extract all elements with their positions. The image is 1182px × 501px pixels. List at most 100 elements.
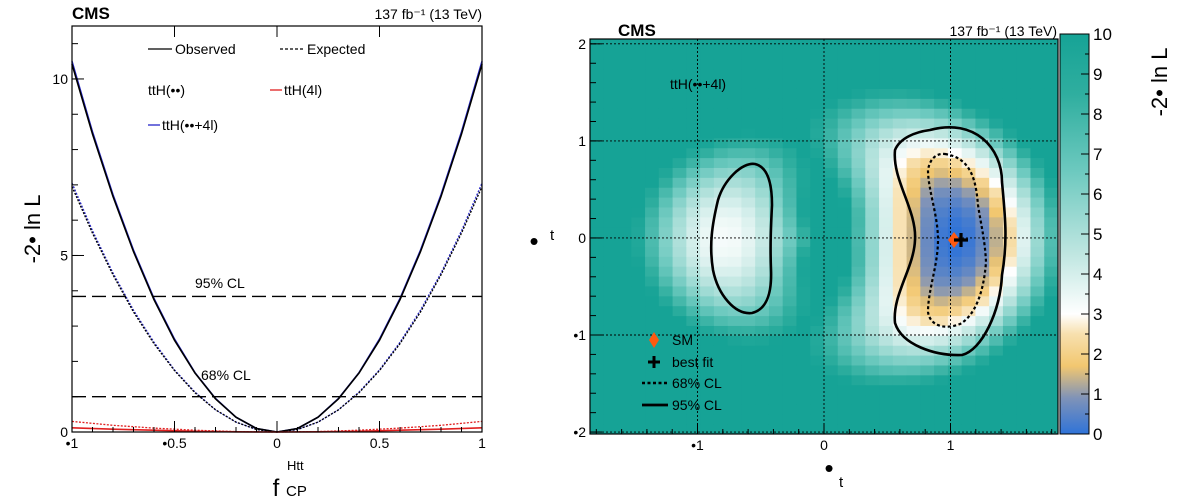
heatmap-cell: [645, 167, 660, 178]
heatmap-cell: [810, 206, 825, 218]
heatmap-cell: [590, 295, 605, 307]
heatmap-cell: [631, 177, 646, 188]
heatmap-cell: [617, 295, 632, 307]
heatmap-cell: [603, 48, 619, 60]
heatmap-cell: [810, 414, 825, 425]
heatmap-cell: [920, 137, 935, 149]
heatmap-cell: [851, 216, 866, 228]
left-experiment-label: CMS: [72, 4, 110, 23]
heatmap-cell: [741, 108, 756, 119]
heatmap-cell: [727, 206, 743, 218]
heatmap-cell: [768, 177, 784, 188]
heatmap-cell: [947, 276, 963, 287]
heatmap-cell: [961, 384, 977, 396]
heatmap-cell: [590, 355, 605, 366]
heatmap-cell: [768, 256, 784, 267]
heatmap-cell: [1016, 345, 1032, 356]
heatmap-cell: [645, 137, 660, 149]
heatmap-cell: [810, 424, 825, 434]
heatmap-cell: [824, 305, 839, 317]
heatmap-cell: [768, 167, 784, 178]
heatmap-cell: [961, 355, 977, 366]
heatmap-cell: [837, 374, 853, 386]
heatmap-cell: [700, 345, 715, 356]
heatmap-cell: [700, 236, 715, 247]
heatmap-cell: [906, 266, 921, 277]
heatmap-cell: [755, 108, 770, 119]
heatmap-cell: [865, 226, 880, 238]
heatmap-cell: [672, 88, 687, 99]
heatmap-cell: [837, 78, 853, 89]
heatmap-cell: [1030, 256, 1045, 267]
heatmap-cell: [741, 246, 756, 257]
heatmap-cell: [961, 305, 977, 317]
heatmap-cell: [796, 108, 811, 119]
heatmap-cell: [631, 285, 646, 297]
heatmap-cell: [906, 98, 921, 109]
heatmap-cell: [1030, 374, 1045, 386]
heatmap-cell: [892, 414, 908, 425]
heatmap-cell: [989, 108, 1004, 119]
heatmap-cell: [603, 266, 619, 277]
heatmap-cell: [851, 325, 866, 336]
heatmap-cell: [1044, 305, 1058, 317]
heatmap-cell: [1044, 325, 1058, 336]
heatmap-cell: [961, 177, 977, 188]
heatmap-cell: [741, 39, 756, 50]
heatmap-cell: [975, 88, 990, 99]
heatmap-cell: [1030, 48, 1045, 60]
heatmap-cell: [631, 315, 646, 326]
heatmap-cell: [989, 187, 1004, 198]
heatmap-cell: [851, 226, 866, 238]
heatmap-cell: [617, 364, 632, 376]
heatmap-cell: [617, 127, 632, 139]
heatmap-cell: [934, 325, 949, 336]
heatmap-cell: [920, 197, 935, 208]
heatmap-cell: [727, 315, 743, 326]
heatmap-cell: [906, 78, 921, 89]
heatmap-cell: [700, 187, 715, 198]
heatmap-cell: [782, 118, 798, 129]
heatmap-cell: [672, 187, 687, 198]
heatmap-cell: [824, 88, 839, 99]
heatmap-cell: [590, 424, 605, 434]
heatmap-cell: [837, 167, 853, 178]
heatmap-cell: [741, 374, 756, 386]
heatmap-cell: [658, 197, 674, 208]
heatmap-cell: [989, 246, 1004, 257]
heatmap-cell: [947, 394, 963, 405]
heatmap-cell: [1002, 127, 1018, 139]
heatmap-cell: [631, 364, 646, 376]
heatmap-cell: [920, 335, 935, 346]
heatmap-cell: [741, 276, 756, 287]
heatmap-cell: [713, 345, 729, 356]
heatmap-cell: [631, 384, 646, 396]
heatmap-cell: [837, 216, 853, 228]
right-y-axis-title-main: •: [529, 226, 538, 256]
heatmap-cell: [727, 266, 743, 277]
heatmap-cell: [920, 206, 935, 218]
heatmap-cell: [768, 355, 784, 366]
heatmap-cell: [672, 414, 687, 425]
heatmap-cell: [590, 58, 605, 70]
heatmap-cell: [975, 384, 990, 396]
heatmap-cell: [713, 315, 729, 326]
heatmap-cell: [851, 177, 866, 188]
heatmap-cell: [741, 118, 756, 129]
heatmap-cell: [741, 384, 756, 396]
heatmap-cell: [713, 394, 729, 405]
heatmap-cell: [934, 246, 949, 257]
heatmap-cell: [617, 404, 632, 415]
heatmap-cell: [920, 424, 935, 434]
heatmap-cell: [1030, 236, 1045, 247]
heatmap-cell: [590, 78, 605, 89]
heatmap-cell: [796, 58, 811, 70]
heatmap-cell: [796, 374, 811, 386]
heatmap-cell: [645, 236, 660, 247]
heatmap-cell: [824, 266, 839, 277]
heatmap-cell: [1044, 246, 1058, 257]
heatmap-cell: [741, 206, 756, 218]
heatmap-cell: [645, 325, 660, 336]
